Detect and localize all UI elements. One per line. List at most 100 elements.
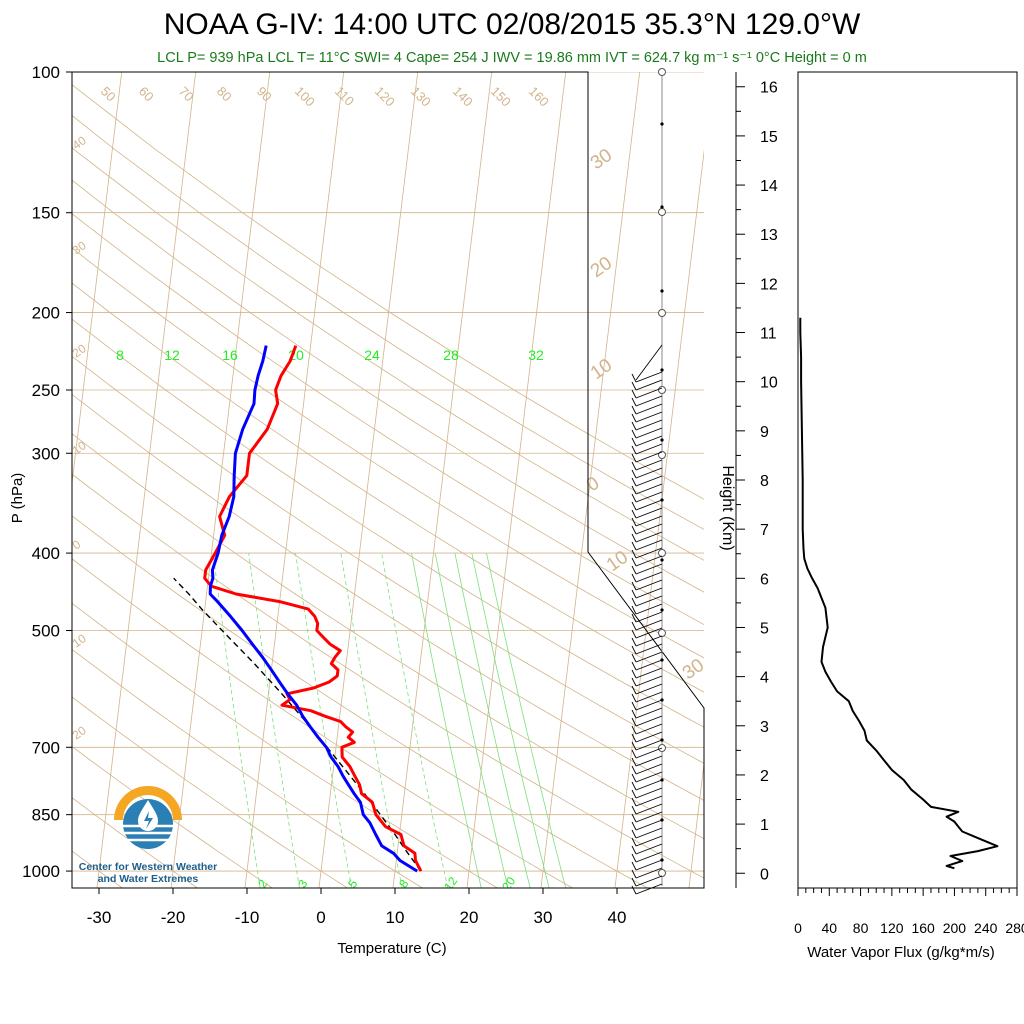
wind-barb (631, 733, 637, 743)
y-tick-label: 1000 (22, 862, 60, 881)
wind-barb (631, 453, 637, 463)
y-tick-label: 500 (32, 622, 60, 641)
isotherm-line (170, 72, 271, 888)
wind-barb (635, 739, 663, 751)
wvf-tick-label: 80 (853, 920, 869, 936)
wind-barb (635, 451, 663, 463)
dry-adiabat-line (72, 558, 573, 888)
wind-barb (631, 573, 637, 583)
water-drop-logo-icon (114, 786, 182, 849)
wind-barb (631, 669, 637, 679)
wind-barb (635, 459, 663, 471)
logo-text-line2: and Water Extremes (97, 873, 199, 885)
isotherm-label: 30 (587, 145, 616, 174)
y-axis-label: P (hPa) (9, 473, 26, 524)
wind-barb (635, 635, 663, 647)
dry-adiabat-line (72, 515, 648, 888)
wvf-tick-label: 0 (794, 920, 802, 936)
wind-barb (635, 875, 663, 887)
wind-barb (631, 837, 637, 847)
mixing-ratio-line (295, 553, 352, 888)
x-tick-label: 20 (460, 908, 479, 927)
wind-barb (635, 683, 663, 695)
wind-barb (631, 373, 637, 383)
mixing-ratio-line (411, 553, 482, 888)
isotherm-line (96, 72, 197, 888)
wind-barb (631, 781, 637, 791)
wind-barb (635, 771, 663, 783)
wind-barb (631, 565, 637, 575)
y-tick-label: 850 (32, 806, 60, 825)
wind-obs-marker (660, 608, 664, 612)
mixing-ratio-line (340, 553, 403, 888)
wind-barb (631, 445, 637, 455)
dry-adiabat-line (72, 745, 273, 888)
dry-adiabat-label: 110 (332, 84, 357, 109)
dry-adiabat-line (72, 394, 704, 801)
isotherm-label: 10 (603, 547, 632, 576)
wind-barb (631, 605, 637, 615)
isotherm-line (318, 72, 419, 888)
mixing-ratio-label: 12 (164, 347, 180, 363)
wind-obs-marker (660, 205, 664, 209)
calm-wind-marker (658, 68, 666, 76)
calm-wind-marker (658, 869, 666, 877)
wind-barb (635, 723, 663, 735)
height-tick-label: 12 (760, 276, 778, 293)
calm-wind-marker (658, 309, 666, 317)
wind-obs-marker (660, 558, 664, 562)
wind-barb (631, 805, 637, 815)
wvf-tick-label: 200 (943, 920, 967, 936)
wind-barb (631, 717, 637, 727)
height-tick-label: 15 (760, 129, 778, 146)
wind-barb (631, 693, 637, 703)
dry-adiabat-line (72, 84, 704, 500)
wind-barb (635, 611, 663, 623)
wind-barbs (631, 68, 666, 895)
isotherm-label: 20 (70, 341, 89, 360)
height-tick-label: 5 (760, 620, 769, 637)
height-tick-label: 4 (760, 670, 769, 687)
wind-barb (631, 517, 637, 527)
calm-wind-marker (658, 451, 666, 459)
wind-barb (635, 579, 663, 591)
wind-barb (635, 619, 663, 631)
wind-barb (635, 587, 663, 599)
dry-adiabat-label: 140 (450, 84, 476, 110)
wind-barb (635, 387, 663, 399)
dry-adiabat-line (72, 797, 198, 888)
wind-barb (635, 507, 663, 519)
wind-barb (635, 755, 663, 767)
wind-barb (635, 395, 663, 407)
wind-barb (635, 603, 663, 615)
dry-adiabat-line (72, 355, 704, 764)
wvf-tick-label: 240 (974, 920, 998, 936)
wind-barb (631, 469, 637, 479)
wind-obs-marker (660, 122, 664, 126)
wind-barb (631, 701, 637, 711)
isotherm-label: 40 (70, 133, 89, 152)
y-tick-label: 400 (32, 544, 60, 563)
dry-adiabat-line (72, 433, 704, 840)
height-axis-label: Height (Km) (719, 465, 736, 550)
x-tick-label: -30 (87, 908, 112, 927)
dry-adiabat-line (72, 282, 704, 693)
mixing-ratio-line (212, 553, 261, 888)
dry-adiabat-line (72, 318, 704, 728)
wind-barb (631, 821, 637, 831)
wind-barb (635, 499, 663, 511)
wind-barb (631, 749, 637, 759)
isotherm-label: 10 (70, 631, 89, 650)
wind-barb (635, 627, 663, 639)
wind-obs-marker (660, 438, 664, 442)
wind-barb (635, 379, 663, 391)
wind-barb (631, 589, 637, 599)
wind-barb (631, 741, 637, 751)
wind-barb (631, 621, 637, 631)
wind-barb (631, 389, 637, 399)
x-tick-label: 40 (608, 908, 627, 927)
wind-barb (631, 869, 637, 879)
wind-barb (631, 549, 637, 559)
wind-barb (631, 461, 637, 471)
wind-barb (635, 699, 663, 711)
